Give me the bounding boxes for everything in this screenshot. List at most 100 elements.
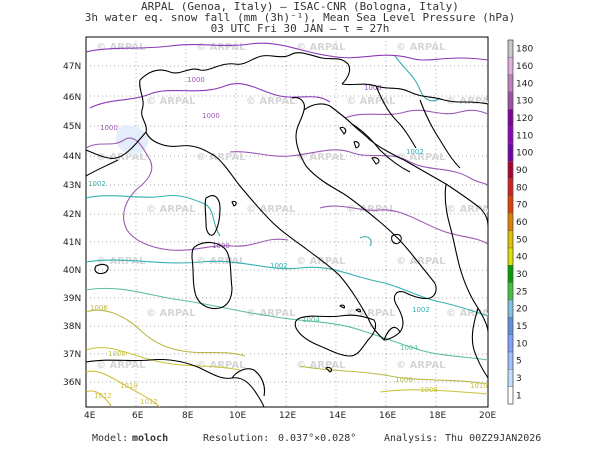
isobar-1004 xyxy=(86,287,488,361)
watermark-text: © ARPAL xyxy=(146,308,196,319)
watermark-text: © ARPAL xyxy=(446,308,496,319)
lat-label: 38N xyxy=(63,322,81,332)
model-label: Model: xyxy=(92,433,129,444)
isobar-1010 xyxy=(86,370,161,407)
watermark-text: © ARPAL xyxy=(396,256,446,267)
lon-label: 14E xyxy=(329,411,346,421)
colorbar-label: 10 xyxy=(516,339,528,349)
isobar-label: 1002 xyxy=(88,180,106,188)
watermark-text: © ARPAL xyxy=(396,42,446,53)
colorbar-swatch xyxy=(507,74,514,93)
small-islands xyxy=(339,304,362,313)
isobars xyxy=(86,42,488,407)
gargano xyxy=(391,233,402,245)
isobar-label: 1012 xyxy=(140,398,158,406)
north-africa-coast xyxy=(86,358,265,407)
watermark-text: © ARPAL xyxy=(396,360,446,371)
watermark-text: © ARPAL xyxy=(196,360,246,371)
watermark-text: © ARPAL xyxy=(96,42,146,53)
map-frame xyxy=(85,36,489,408)
analysis-label: Analysis: xyxy=(384,433,439,444)
watermark-text: © ARPAL xyxy=(96,360,146,371)
lat-label: 36N xyxy=(63,378,81,388)
colorbar-label: 110 xyxy=(516,131,533,141)
colorbar-label: 130 xyxy=(516,97,533,107)
italy-east-coast xyxy=(291,97,437,341)
watermark-text: © ARPAL xyxy=(246,96,296,107)
gulf-of-lion xyxy=(86,159,119,177)
istria-coast xyxy=(303,103,488,227)
colorbar-swatch xyxy=(507,317,514,335)
isobar-1000-west xyxy=(86,137,289,251)
isobar-label: 1012 xyxy=(94,392,112,400)
lat-lon-grid xyxy=(86,37,488,407)
watermark-text: © ARPAL xyxy=(346,96,396,107)
lon-label: 4E xyxy=(84,411,96,421)
watermark-text: © ARPAL xyxy=(446,204,496,215)
colorbar-swatch xyxy=(507,351,514,370)
isobar-1008-se xyxy=(379,389,488,395)
balkan-border-2 xyxy=(375,85,417,149)
lat-label: 39N xyxy=(63,294,81,304)
lon-label: 12E xyxy=(279,411,296,421)
lon-label: 20E xyxy=(479,411,496,421)
isobar-label: 1008 xyxy=(420,386,438,394)
colorbar-swatch xyxy=(507,57,514,75)
lat-label: 40N xyxy=(63,266,81,276)
colorbar-label: 60 xyxy=(516,218,528,228)
isobar-1002-east xyxy=(394,55,441,102)
watermark-text: © ARPAL xyxy=(346,204,396,215)
isobar-label: 1008 xyxy=(108,350,126,358)
snowfall-area xyxy=(115,125,149,155)
lon-label: 18E xyxy=(429,411,446,421)
colorbar-label: 100 xyxy=(516,149,533,159)
watermark-text: © ARPAL xyxy=(196,42,246,53)
resolution-label: Resolution: xyxy=(203,433,270,444)
isobar-1002-west xyxy=(86,194,221,237)
calabria xyxy=(383,326,401,341)
colorbar-swatch xyxy=(507,265,514,283)
colorbar-swatch xyxy=(507,386,514,405)
isobar-label: 1000 xyxy=(187,76,205,84)
isobar-1000-adriatic xyxy=(229,149,488,187)
isobar-label: 1010 xyxy=(470,382,488,390)
corsica xyxy=(204,195,221,236)
isobar-label: 1000 xyxy=(100,124,118,132)
northern-border xyxy=(139,79,147,133)
watermark-text: © ARPAL xyxy=(146,204,196,215)
colorbar-label: 20 xyxy=(516,305,528,315)
watermark-text: © ARPAL xyxy=(196,152,246,163)
dalmatia-coast xyxy=(351,123,411,173)
colorbar-label: 15 xyxy=(516,322,527,332)
lat-label: 41N xyxy=(63,238,81,248)
balkan-border-1 xyxy=(341,83,488,105)
lon-label: 10E xyxy=(229,411,246,421)
lon-label: 6E xyxy=(132,411,144,421)
isobar-1002-sea xyxy=(359,236,372,247)
watermark-text: © ARPAL xyxy=(296,360,346,371)
longitude-labels: 4E 6E 8E 10E 12E 14E 16E 18E 20E xyxy=(84,411,496,421)
colorbar-swatch xyxy=(507,143,514,162)
colorbar-swatch xyxy=(507,109,514,127)
lat-label: 44N xyxy=(63,152,81,162)
malta xyxy=(325,366,333,373)
lat-label: 47N xyxy=(63,62,81,72)
isobar-label: 1002 xyxy=(412,306,430,314)
colorbar: 1801601401301201101009080706050403025201… xyxy=(507,39,533,405)
isobar-996-north xyxy=(86,42,488,61)
colorbar-label: 90 xyxy=(516,166,528,176)
colorbar-swatch xyxy=(507,91,514,110)
colorbar-label: 40 xyxy=(516,253,528,263)
isobar-label: 1006 xyxy=(90,304,108,312)
watermark-text: © ARPAL xyxy=(246,204,296,215)
isobar-1000-balkan xyxy=(344,109,488,119)
colorbar-label: 1 xyxy=(516,391,522,401)
colorbar-label: 5 xyxy=(516,357,522,367)
analysis-value: Thu 00Z29JAN2026 xyxy=(445,433,542,444)
isobar-label: 1002 xyxy=(406,148,424,156)
latitude-labels: 47N 46N 45N 44N 43N 42N 41N 40N 39N 38N … xyxy=(63,62,81,388)
isobar-label: 1000 xyxy=(364,84,382,92)
colorbar-swatch xyxy=(507,282,514,301)
watermark-text: © ARPAL xyxy=(296,256,346,267)
colorbar-swatch xyxy=(507,39,514,58)
